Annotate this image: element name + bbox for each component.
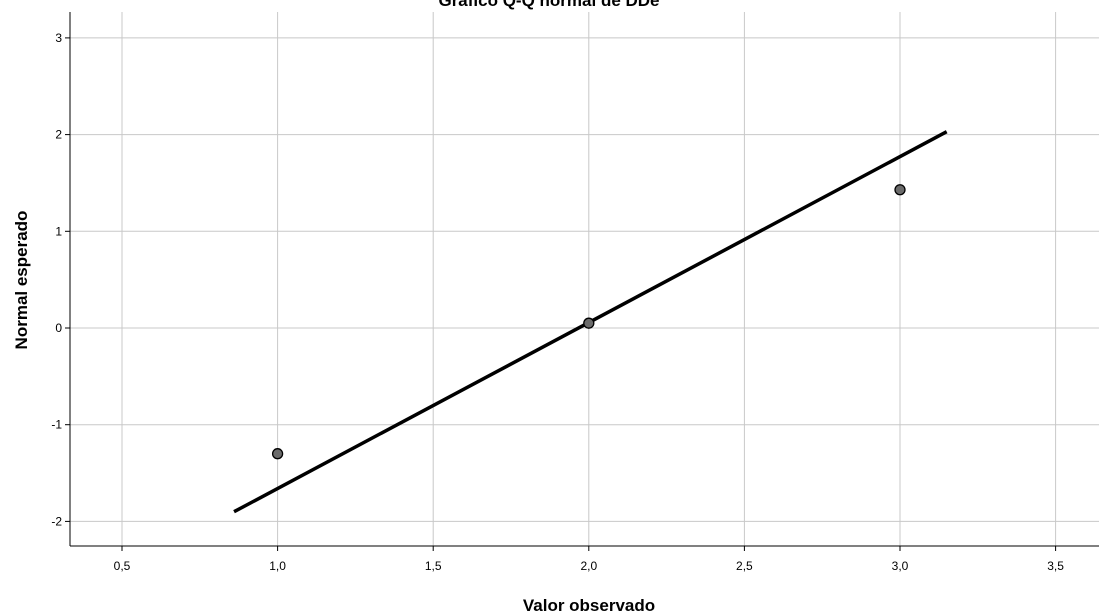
y-tick-label: 0: [55, 321, 62, 335]
x-tick-labels: 0,5 1,0 1,5 2,0 2,5 3,0 3,5: [114, 559, 1065, 573]
data-point: [583, 317, 595, 329]
data-points: [271, 184, 906, 460]
y-tick-label: -1: [51, 418, 62, 432]
x-tick-label: 1,5: [425, 559, 442, 573]
y-tick-labels: -2 -1 0 1 2 3: [51, 31, 62, 529]
data-point: [894, 184, 906, 196]
x-tick-label: 0,5: [114, 559, 131, 573]
x-tick-label: 1,0: [269, 559, 286, 573]
axes: [65, 12, 1099, 551]
y-axis-title: Normal esperado: [12, 211, 31, 350]
chart-title: Gráfico Q-Q normal de DDe: [438, 0, 659, 10]
x-axis-title: Valor observado: [523, 596, 655, 615]
y-tick-label: 1: [55, 224, 62, 238]
x-tick-label: 3,0: [892, 559, 909, 573]
x-tick-label: 2,5: [736, 559, 753, 573]
y-tick-label: -2: [51, 514, 62, 528]
x-tick-label: 2,0: [580, 559, 597, 573]
data-point: [271, 448, 284, 460]
x-tick-label: 3,5: [1047, 559, 1064, 573]
grid: [70, 12, 1099, 546]
y-tick-label: 3: [55, 31, 62, 45]
y-tick-label: 2: [55, 128, 62, 142]
